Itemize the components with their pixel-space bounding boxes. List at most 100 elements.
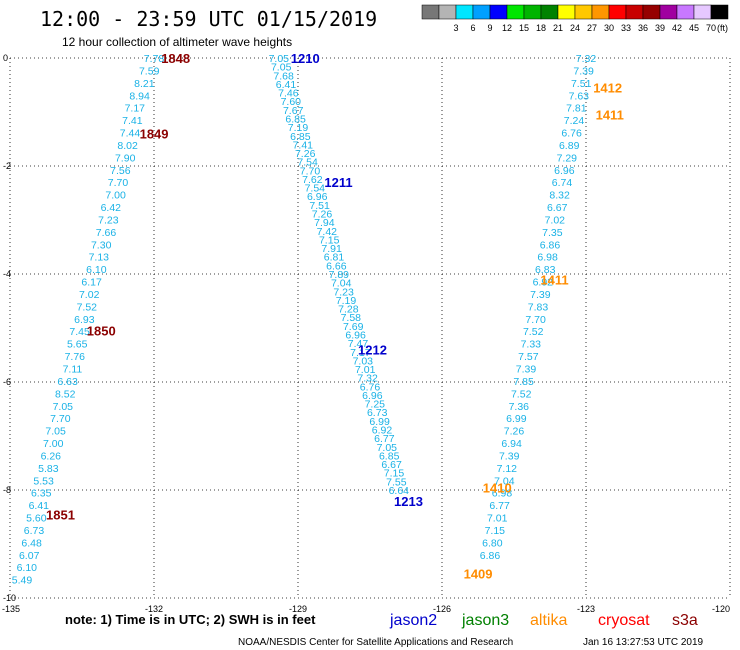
wave-height-value: 7.46 <box>278 88 299 100</box>
wave-height-value: 7.76 <box>65 351 86 363</box>
wave-height-value: 7.41 <box>122 115 143 127</box>
y-tick-label: -8 <box>3 485 11 495</box>
color-bin <box>472 4 491 20</box>
pass-number-label: 1211 <box>324 175 352 190</box>
wave-height-value: 7.89 <box>329 269 350 281</box>
color-bin-label: 12 <box>502 23 512 33</box>
wave-height-value: 7.85 <box>513 376 534 388</box>
wave-height-value: 6.99 <box>506 413 527 425</box>
wave-height-value: 7.26 <box>312 209 333 221</box>
wave-height-value: 6.63 <box>57 376 78 388</box>
wave-height-value: 7.51 <box>571 78 592 90</box>
wave-height-value: 6.41 <box>276 79 297 91</box>
wave-height-value: 7.00 <box>43 438 64 450</box>
wave-height-value: 7.26 <box>504 426 525 438</box>
wave-height-value: 7.39 <box>499 450 520 462</box>
wave-height-value: 7.15 <box>319 234 340 246</box>
wave-height-value: 7.02 <box>545 214 566 226</box>
wave-height-value: 7.54 <box>305 183 326 195</box>
color-bin <box>523 4 542 20</box>
wave-height-value: 8.94 <box>129 90 150 102</box>
wave-height-value: 7.60 <box>281 96 302 108</box>
wave-height-value: 6.26 <box>41 450 62 462</box>
wave-height-value: 7.26 <box>295 148 316 160</box>
color-bin <box>642 4 661 20</box>
color-bin <box>676 4 695 20</box>
wave-height-value: 7.29 <box>557 152 578 164</box>
wave-height-value: 6.10 <box>17 562 38 574</box>
wave-height-value: 7.52 <box>511 388 532 400</box>
y-tick-label: -6 <box>3 377 11 387</box>
pass-number-label: 1212 <box>358 343 387 358</box>
wave-height-value: 7.02 <box>79 289 100 301</box>
wave-height-value: 7.70 <box>300 165 321 177</box>
wave-height-value: 7.39 <box>530 289 551 301</box>
wave-height-value: 7.91 <box>321 243 342 255</box>
wave-height-value: 7.04 <box>331 278 352 290</box>
legend-jason3: jason3 <box>461 612 509 629</box>
color-bin-label: 21 <box>553 23 563 33</box>
wave-height-value: 7.42 <box>317 226 338 238</box>
wave-height-value: 7.05 <box>53 401 74 413</box>
wave-height-value: 6.77 <box>374 433 395 445</box>
color-bin <box>574 4 593 20</box>
wave-height-value: 6.41 <box>29 500 50 512</box>
wave-height-value: 7.01 <box>487 513 508 525</box>
wave-height-value: 7.35 <box>542 227 563 239</box>
pass-number-label: 1410 <box>483 480 512 495</box>
wave-height-value: 7.05 <box>271 62 292 74</box>
wave-height-value: 7.83 <box>528 301 549 313</box>
wave-height-value: 7.15 <box>384 468 405 480</box>
wave-height-value: 6.35 <box>31 488 52 500</box>
wave-height-value: 6.81 <box>324 252 345 264</box>
wave-height-value: 6.96 <box>362 390 383 402</box>
wave-height-value: 6.74 <box>552 177 573 189</box>
wave-height-value: 7.05 <box>269 53 290 65</box>
color-scale-unit: (ft) <box>717 23 728 33</box>
color-bin-label: 6 <box>470 23 475 33</box>
wave-height-value: 6.92 <box>372 425 393 437</box>
axes: -135 -132 -129 -126 -123 -120 0 -2 -4 -6 -8 -10 <box>2 53 730 614</box>
color-bin <box>421 4 440 20</box>
color-bin-label: 27 <box>587 23 597 33</box>
data-points: 7.787.598.218.947.177.417.448.027.907.56… <box>12 53 597 587</box>
wave-height-value: 7.17 <box>350 347 371 359</box>
wave-height-value: 7.05 <box>45 426 66 438</box>
wave-height-value: 7.55 <box>386 476 407 488</box>
wave-height-value: 7.19 <box>336 295 357 307</box>
wave-height-value: 6.98 <box>537 252 558 264</box>
wave-height-value: 7.39 <box>516 364 537 376</box>
wave-height-value: 6.67 <box>381 459 402 471</box>
wave-height-value: 6.96 <box>554 165 575 177</box>
wave-height-value: 7.33 <box>521 339 542 351</box>
wave-height-value: 6.86 <box>480 550 501 562</box>
wave-height-value: 7.67 <box>283 105 304 117</box>
color-bin-label: 15 <box>519 23 529 33</box>
wave-height-value: 7.94 <box>314 217 335 229</box>
wave-height-value: 8.32 <box>549 190 570 202</box>
wave-height-value: 7.70 <box>50 413 71 425</box>
wave-height-value: 7.78 <box>144 53 165 65</box>
wave-height-value: 7.30 <box>91 239 112 251</box>
color-bin <box>591 4 610 20</box>
x-tick-label: -123 <box>577 604 595 614</box>
pass-number-label: 1412 <box>593 81 622 96</box>
color-bin <box>438 4 457 20</box>
grid-lines <box>9 57 731 599</box>
wave-height-value: 6.92 <box>533 277 554 289</box>
wave-height-value: 7.47 <box>348 338 369 350</box>
wave-height-value: 7.03 <box>353 355 374 367</box>
wave-height-value: 8.02 <box>117 140 138 152</box>
color-bin <box>710 4 729 20</box>
chart-title: 12:00 - 23:59 UTC 01/15/2019 <box>40 7 377 31</box>
wave-height-value: 7.11 <box>63 364 83 376</box>
y-tick-label: -2 <box>3 161 11 171</box>
color-bin-label: 39 <box>655 23 665 33</box>
wave-height-value: 6.76 <box>360 381 381 393</box>
wave-height-value: 7.15 <box>485 525 506 537</box>
color-bin-label: 45 <box>689 23 699 33</box>
pass-number-label: 1411 <box>540 272 568 287</box>
wave-height-value: 5.60 <box>26 513 47 525</box>
wave-height-value: 7.23 <box>98 214 119 226</box>
wave-height-value: 7.57 <box>518 351 539 363</box>
